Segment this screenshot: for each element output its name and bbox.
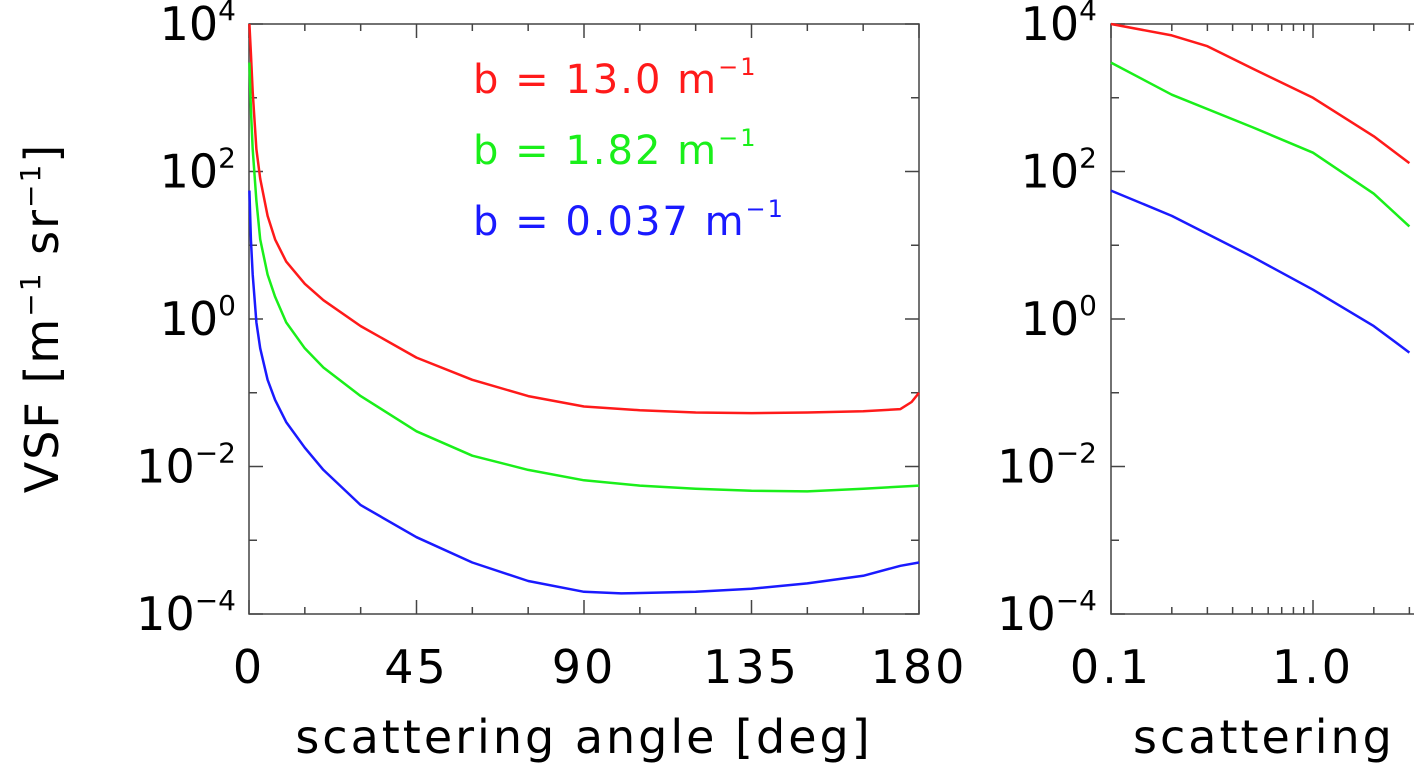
legend: b = 13.0 m−1 b = 1.82 m−1 b = 0.037 m−1	[473, 53, 785, 245]
left-series-group	[248, 23, 920, 595]
x-tick-label: 180	[871, 640, 968, 694]
left-chart-panel: 0 45 90 135 180 10−4 10−2 100 102 104 scattering…	[14, 0, 968, 763]
right-x-axis-label: scattering	[1133, 710, 1395, 763]
legend-entry: b = 1.82 m−1	[473, 124, 757, 174]
y-tick-label: 10−2	[997, 437, 1097, 494]
y-label-mid: sr	[15, 208, 69, 272]
x-tick-label: 45	[384, 640, 449, 694]
series-line	[1110, 61, 1411, 228]
y-tick-label: 102	[160, 142, 236, 199]
left-x-tick-labels: 0 45 90 135 180	[233, 640, 968, 694]
series-line	[248, 62, 920, 493]
x-tick-label: 0.1	[1070, 640, 1152, 694]
y-label-end: ]	[15, 143, 69, 163]
y-tick-label: 104	[1021, 0, 1097, 51]
y-label-sup2: −1	[14, 163, 47, 208]
x-tick-label: 135	[703, 640, 800, 694]
legend-entry: b = 13.0 m−1	[473, 53, 757, 103]
series-line	[248, 23, 920, 415]
y-label-sup1: −1	[14, 271, 47, 316]
series-line	[248, 190, 920, 595]
x-tick-label: 0	[233, 640, 265, 694]
x-tick-label: 90	[552, 640, 617, 694]
y-tick-label: 10−4	[997, 584, 1097, 641]
y-tick-label: 10−2	[136, 437, 236, 494]
y-label-main: VSF [m	[15, 317, 69, 494]
series-line	[1110, 189, 1411, 354]
y-tick-label: 104	[160, 0, 236, 51]
left-y-axis-label: VSF [m−1 sr−1]	[14, 143, 69, 494]
right-chart-panel: 0.1 1.0 10−4 10−2 100 102 104 scattering	[997, 0, 1414, 763]
x-tick-label: 1.0	[1272, 640, 1354, 694]
y-tick-label: 100	[160, 289, 236, 346]
y-tick-label: 102	[1021, 142, 1097, 199]
right-x-tick-labels: 0.1 1.0	[1070, 640, 1354, 694]
legend-entry: b = 0.037 m−1	[473, 195, 785, 245]
right-plot-frame	[1110, 23, 1414, 615]
y-tick-label: 100	[1021, 289, 1097, 346]
right-y-tick-labels: 10−4 10−2 100 102 104	[997, 0, 1097, 641]
right-tick-marks	[1110, 23, 1411, 615]
y-tick-label: 10−4	[136, 584, 236, 641]
left-y-tick-labels: 10−4 10−2 100 102 104	[136, 0, 236, 641]
right-series-group	[1110, 22, 1411, 354]
left-tick-marks	[248, 23, 920, 615]
series-line	[1110, 22, 1411, 165]
left-x-axis-label: scattering angle [deg]	[295, 710, 872, 763]
